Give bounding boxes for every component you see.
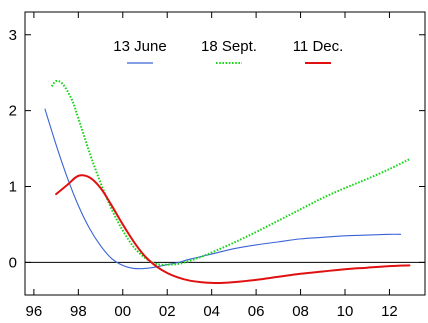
x-tick-label: 04	[203, 303, 220, 320]
x-tick-label: 08	[292, 303, 309, 320]
y-tick-label: 2	[9, 103, 17, 120]
series-line-2	[55, 174, 411, 284]
x-tick-label: 98	[70, 303, 87, 320]
y-tick-label: 3	[9, 27, 17, 44]
x-tick-label: 02	[159, 303, 176, 320]
series-line-0	[44, 108, 402, 270]
series-line-1	[50, 79, 410, 266]
x-axis: 96 98 00 02 04 06 08 10 12	[26, 12, 398, 320]
y-tick-label: 0	[9, 254, 17, 271]
x-tick-label: 10	[337, 303, 354, 320]
plot-frame	[24, 11, 426, 296]
legend-label-1: 18 Sept.	[201, 38, 257, 55]
legend: 13 June 18 Sept. 11 Dec.	[113, 38, 344, 64]
series-layer	[44, 79, 411, 284]
x-tick-label: 06	[248, 303, 265, 320]
y-tick-label: 1	[9, 179, 17, 196]
x-tick-label: 00	[114, 303, 131, 320]
legend-label-2: 11 Dec.	[293, 38, 344, 55]
x-tick-label: 12	[381, 303, 398, 320]
legend-label-0: 13 June	[113, 38, 166, 55]
y-axis: 0 1 2 3	[9, 27, 425, 271]
x-tick-label: 96	[26, 303, 43, 320]
